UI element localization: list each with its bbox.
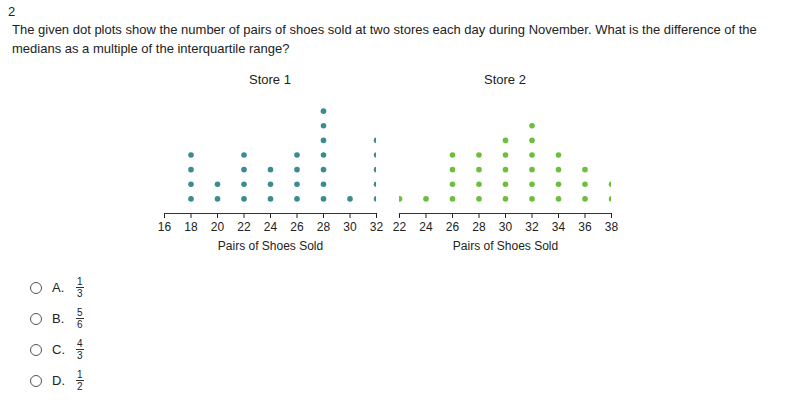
svg-text:28: 28	[317, 220, 331, 234]
html-text:3: 3	[77, 288, 83, 299]
svg-text:16: 16	[158, 220, 172, 234]
html-text:2: 2	[77, 381, 83, 392]
html-text:6: 6	[77, 319, 83, 330]
svg-text:26: 26	[290, 220, 304, 234]
svg-text:22: 22	[237, 220, 251, 234]
svg-text:Pairs of Shoes Sold: Pairs of Shoes Sold	[218, 239, 323, 253]
svg-text:30: 30	[499, 220, 513, 234]
svg-text:18: 18	[184, 220, 198, 234]
html-text:A.: A.	[52, 280, 65, 295]
html-text:4: 4	[77, 338, 83, 349]
html-text:Store 1: Store 1	[249, 72, 291, 87]
html-text:3: 3	[77, 350, 83, 361]
svg-text:26: 26	[446, 220, 460, 234]
html-text:1: 1	[77, 369, 83, 380]
html-text:C.: C.	[52, 342, 65, 357]
svg-text:32: 32	[525, 220, 539, 234]
svg-text:30: 30	[343, 220, 357, 234]
svg-text:24: 24	[419, 220, 433, 234]
svg-text:22: 22	[393, 220, 407, 234]
html-text:5: 5	[77, 307, 83, 318]
svg-text:32: 32	[370, 220, 384, 234]
html-text:Store 2: Store 2	[484, 72, 526, 87]
svg-text:28: 28	[472, 220, 486, 234]
html-text:1: 1	[77, 276, 83, 287]
html-text:The given dot plots show the n: The given dot plots show the number of p…	[12, 22, 757, 56]
svg-text:20: 20	[211, 220, 225, 234]
html-text:2: 2	[8, 4, 16, 19]
svg-text:36: 36	[578, 220, 592, 234]
svg-text:24: 24	[264, 220, 278, 234]
html-text:B.: B.	[52, 311, 65, 326]
svg-text:Pairs of Shoes Sold: Pairs of Shoes Sold	[453, 239, 558, 253]
html-text:D.: D.	[52, 373, 65, 388]
svg-text:38: 38	[605, 220, 619, 234]
svg-text:34: 34	[552, 220, 566, 234]
